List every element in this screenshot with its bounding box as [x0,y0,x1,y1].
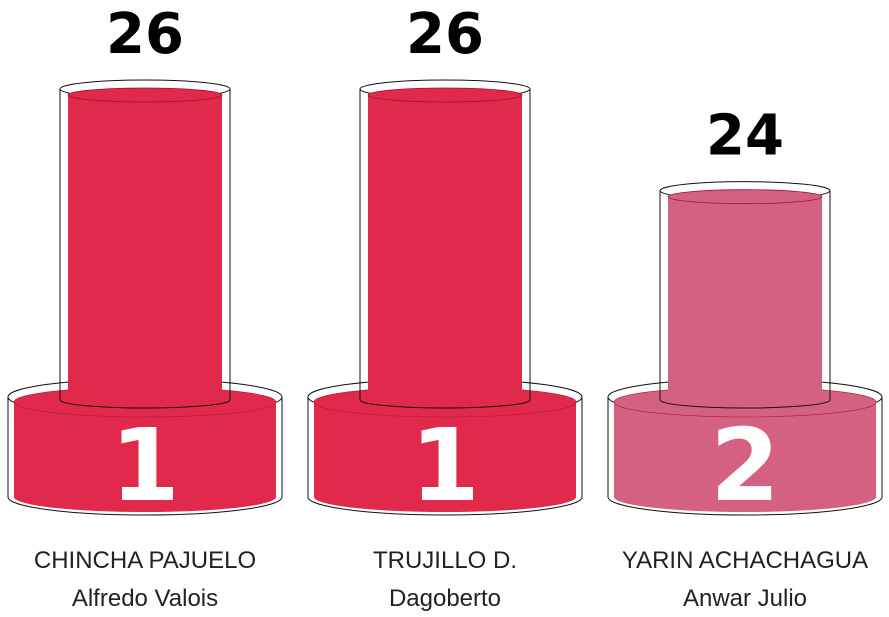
rank-label: 1 [110,407,180,524]
value-label: 26 [106,2,184,67]
rank-label: 2 [710,407,780,524]
pillar-top [668,190,822,204]
value-label: 24 [706,104,784,169]
pillar-top [368,88,522,102]
name-label: TRUJILLO D. [373,547,517,574]
pillar [668,190,822,405]
name-label: Anwar Julio [683,585,807,612]
name-label: Alfredo Valois [72,585,218,612]
rank-label: 1 [410,407,480,524]
name-label: Dagoberto [389,585,501,612]
podium-chart: 1 26 CHINCHA PAJUELO Alfredo Valois 1 26 TRUJI… [0,0,889,617]
pillar [68,88,222,405]
pillar-top [68,88,222,102]
name-label: YARIN ACHACHAGUA [622,547,868,574]
name-label: CHINCHA PAJUELO [34,547,256,574]
value-label: 26 [406,2,484,67]
pillar [368,88,522,405]
